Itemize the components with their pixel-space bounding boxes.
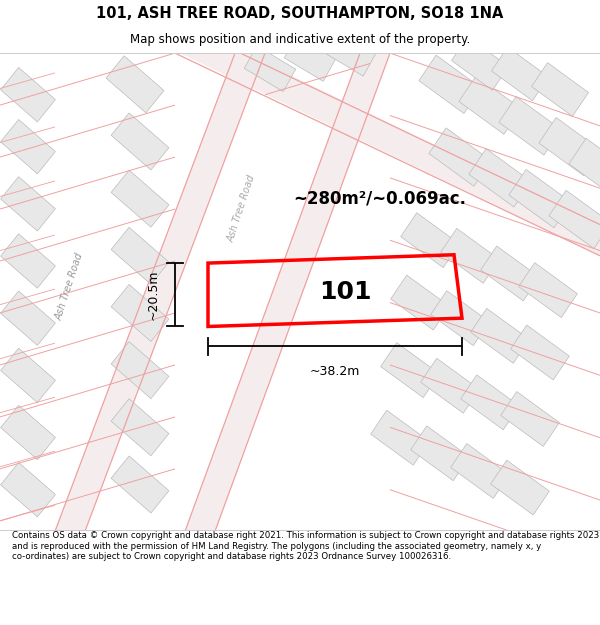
Polygon shape — [459, 76, 521, 134]
Polygon shape — [371, 410, 430, 465]
Polygon shape — [111, 342, 169, 399]
Polygon shape — [284, 36, 336, 81]
Polygon shape — [401, 213, 460, 268]
Polygon shape — [111, 456, 169, 513]
Polygon shape — [1, 234, 55, 288]
Polygon shape — [532, 62, 589, 116]
Polygon shape — [470, 308, 529, 363]
Text: Map shows position and indicative extent of the property.: Map shows position and indicative extent… — [130, 33, 470, 46]
Text: ~20.5m: ~20.5m — [147, 269, 160, 320]
Text: ~38.2m: ~38.2m — [310, 365, 360, 378]
Polygon shape — [55, 53, 265, 531]
Polygon shape — [440, 228, 499, 283]
Polygon shape — [481, 246, 539, 301]
Text: 101: 101 — [319, 280, 371, 304]
Polygon shape — [451, 444, 509, 498]
Polygon shape — [185, 53, 390, 531]
Polygon shape — [509, 169, 571, 228]
Polygon shape — [380, 342, 439, 398]
Polygon shape — [111, 284, 169, 341]
Polygon shape — [518, 262, 577, 318]
Polygon shape — [410, 426, 469, 481]
Polygon shape — [451, 37, 509, 91]
Polygon shape — [180, 22, 600, 256]
Polygon shape — [111, 113, 169, 170]
Polygon shape — [1, 291, 55, 346]
Polygon shape — [1, 348, 55, 403]
Polygon shape — [391, 275, 449, 330]
Polygon shape — [491, 47, 548, 101]
Polygon shape — [111, 228, 169, 284]
Polygon shape — [106, 56, 164, 113]
Polygon shape — [539, 118, 600, 176]
Polygon shape — [429, 128, 491, 186]
Polygon shape — [1, 177, 55, 231]
Polygon shape — [431, 291, 490, 346]
Polygon shape — [469, 149, 531, 207]
Polygon shape — [461, 375, 520, 430]
Polygon shape — [491, 460, 550, 515]
Text: Ash Tree Road: Ash Tree Road — [226, 174, 257, 244]
Polygon shape — [569, 138, 600, 197]
Polygon shape — [111, 399, 169, 456]
Polygon shape — [549, 190, 600, 249]
Polygon shape — [324, 30, 376, 76]
Polygon shape — [1, 462, 55, 517]
Polygon shape — [419, 55, 481, 114]
Polygon shape — [1, 406, 55, 460]
Polygon shape — [244, 46, 296, 92]
Polygon shape — [499, 97, 561, 155]
Text: ~280m²/~0.069ac.: ~280m²/~0.069ac. — [293, 189, 467, 208]
Text: Contains OS data © Crown copyright and database right 2021. This information is : Contains OS data © Crown copyright and d… — [12, 531, 599, 561]
Polygon shape — [111, 170, 169, 227]
Polygon shape — [421, 358, 479, 413]
Polygon shape — [511, 325, 569, 380]
Polygon shape — [1, 68, 55, 122]
Text: 101, ASH TREE ROAD, SOUTHAMPTON, SO18 1NA: 101, ASH TREE ROAD, SOUTHAMPTON, SO18 1N… — [97, 6, 503, 21]
Text: Ash Tree Road: Ash Tree Road — [55, 252, 86, 322]
Polygon shape — [1, 119, 55, 174]
Polygon shape — [500, 392, 559, 446]
